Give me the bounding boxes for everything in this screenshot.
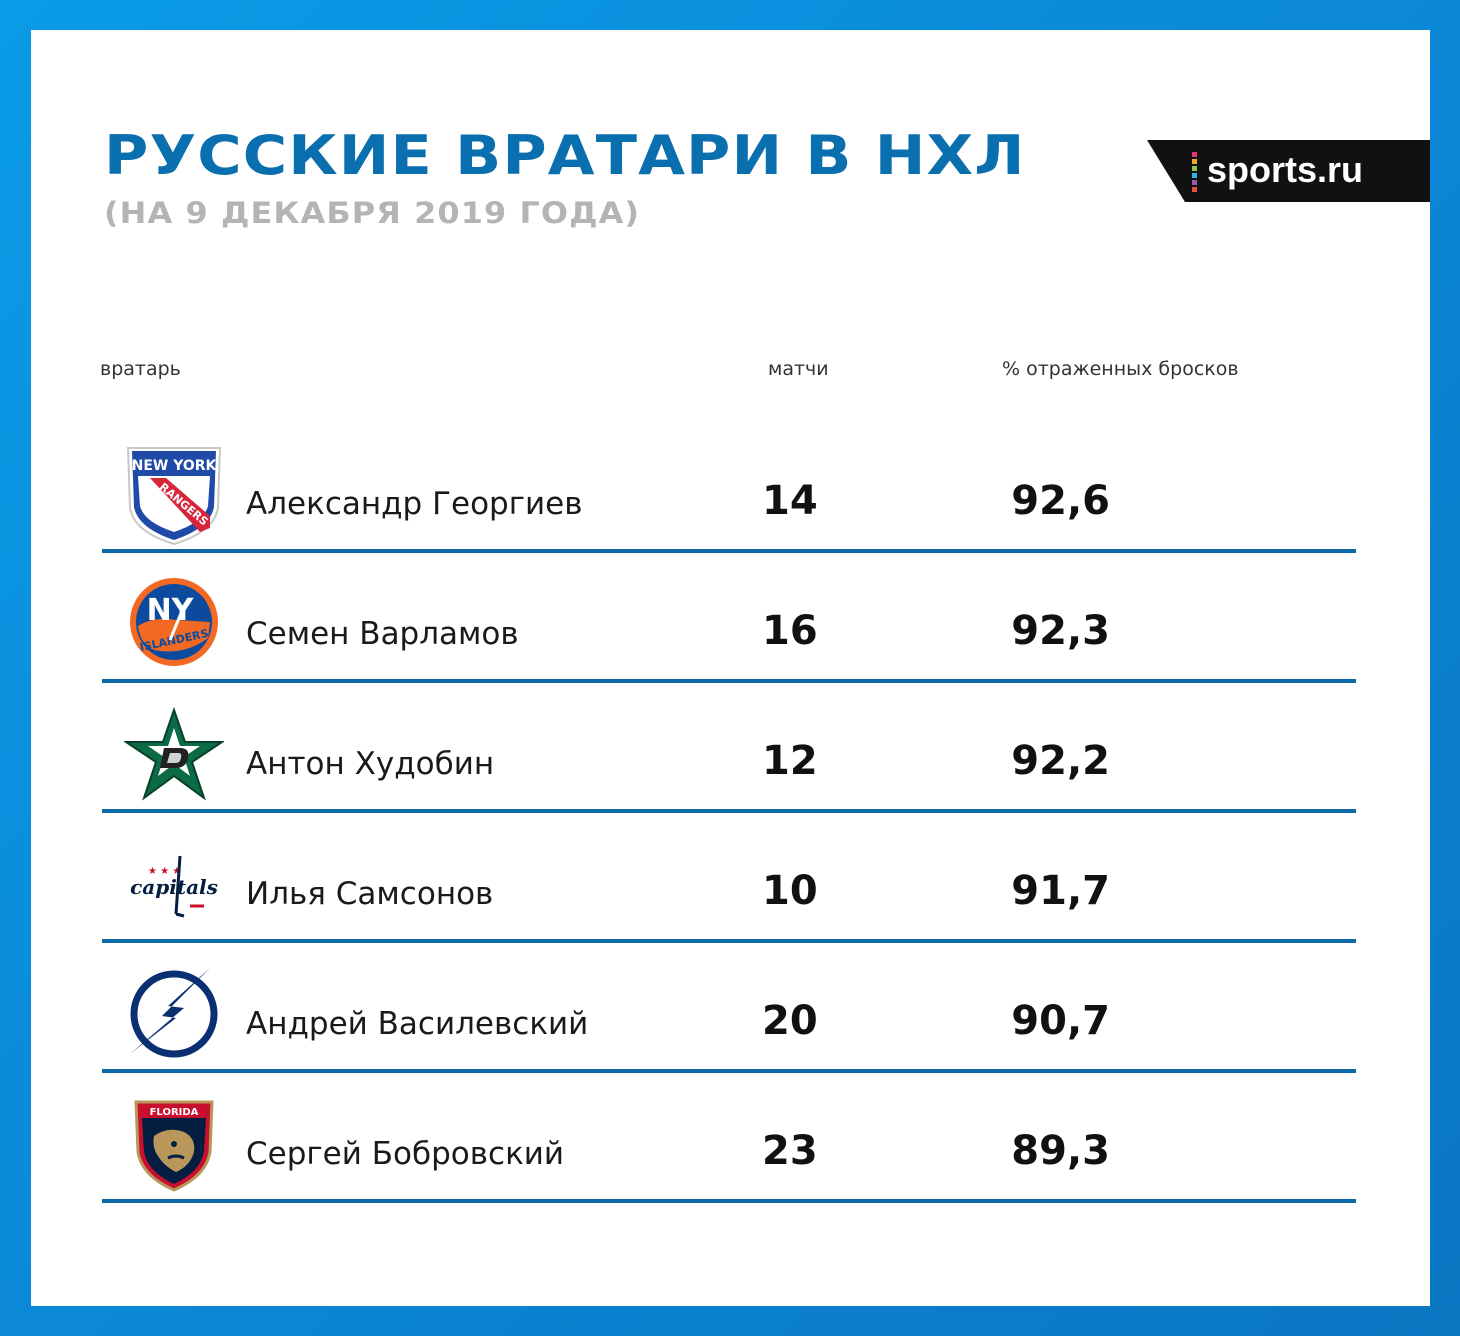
svg-text:capitals: capitals	[130, 875, 218, 899]
row-divider	[102, 679, 1356, 683]
svg-text:NEW YORK: NEW YORK	[132, 458, 218, 474]
tampa-bay-lightning-logo	[130, 968, 218, 1058]
page-subtitle: (НА 9 ДЕКАБРЯ 2019 ГОДА)	[104, 196, 641, 230]
table-row: NY ISLANDERS Семен Варламов 16 92,3	[102, 576, 1356, 706]
florida-panthers-logo: FLORIDA	[134, 1100, 214, 1192]
goalie-name: Антон Худобин	[246, 746, 495, 782]
save-pct-value: 92,2	[1011, 738, 1110, 784]
brand-logo: sports.ru	[1147, 140, 1430, 202]
games-value: 14	[762, 478, 818, 524]
dallas-stars-logo	[124, 706, 224, 801]
table-row: ★ ★ ★ capitals Илья Самсонов 10 91,7	[102, 836, 1356, 966]
save-pct-value: 91,7	[1011, 868, 1110, 914]
save-pct-value: 90,7	[1011, 998, 1110, 1044]
row-divider	[102, 549, 1356, 553]
goalie-name: Илья Самсонов	[246, 876, 494, 912]
svg-text:★ ★ ★: ★ ★ ★	[148, 866, 181, 877]
brand-text: sports.ru	[1207, 149, 1364, 190]
games-value: 10	[762, 868, 818, 914]
table-row: Антон Худобин 12 92,2	[102, 706, 1356, 836]
games-value: 16	[762, 608, 818, 654]
brand-badge-shape	[1147, 140, 1430, 202]
new-york-rangers-logo: NEW YORK RANGERS	[126, 447, 222, 546]
save-pct-value: 92,3	[1011, 608, 1110, 654]
table-row: Андрей Василевский 20 90,7	[102, 966, 1356, 1096]
table-row: FLORIDA Сергей Бобровский 23 89,3	[102, 1096, 1356, 1226]
page-title: РУССКИЕ ВРАТАРИ В НХЛ	[104, 124, 1026, 187]
table-row: NEW YORK RANGERS Александр Георгиев 14 9…	[102, 446, 1356, 576]
new-york-islanders-logo: NY ISLANDERS	[130, 578, 218, 666]
row-divider	[102, 1069, 1356, 1073]
save-pct-value: 92,6	[1011, 478, 1110, 524]
games-value: 20	[762, 998, 818, 1044]
goalie-name: Андрей Василевский	[246, 1006, 589, 1042]
column-header-games: матчи	[768, 358, 829, 380]
goalie-name: Сергей Бобровский	[246, 1136, 565, 1172]
goalie-name: Семен Варламов	[246, 616, 519, 652]
washington-capitals-logo: ★ ★ ★ capitals	[130, 855, 218, 918]
save-pct-value: 89,3	[1011, 1128, 1110, 1174]
row-divider	[102, 939, 1356, 943]
svg-text:FLORIDA: FLORIDA	[150, 1107, 199, 1118]
row-divider	[102, 1199, 1356, 1203]
card	[31, 30, 1430, 1306]
goalie-name: Александр Георгиев	[246, 486, 583, 522]
column-header-goalie: вратарь	[100, 358, 181, 380]
row-divider	[102, 809, 1356, 813]
games-value: 23	[762, 1128, 818, 1174]
column-header-save-pct: % отраженных бросков	[1002, 358, 1239, 380]
games-value: 12	[762, 738, 818, 784]
svg-text:NY: NY	[147, 593, 195, 628]
